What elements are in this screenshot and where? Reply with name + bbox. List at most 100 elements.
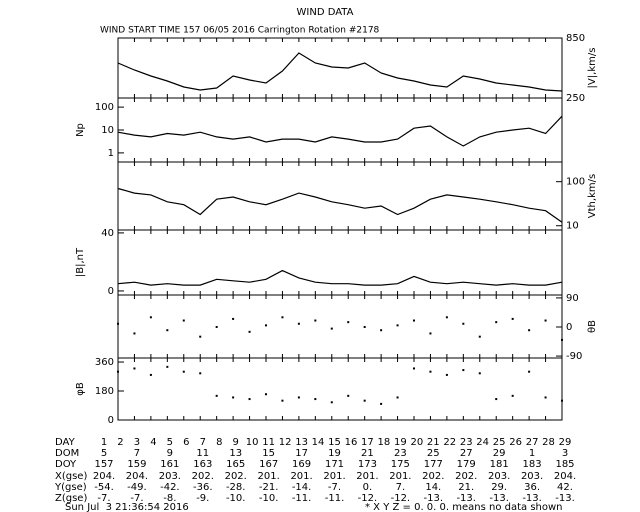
table-row-label: Y(gse) [54,482,87,493]
data-point [149,373,152,376]
table-cell: -10. [226,493,246,504]
table-cell: 24 [476,437,489,448]
table-cell: 14. [425,482,441,493]
table-cell: -12. [358,493,378,504]
table-cell: -8. [163,493,176,504]
y-tick-label: 850 [566,33,585,44]
table-cell: 17 [361,437,374,448]
table-cell: 8 [216,437,222,448]
data-point [314,398,317,401]
table-cell: 21 [361,448,374,459]
y-tick-label: 360 [95,357,114,368]
table-cell: 9 [167,448,173,459]
data-point [413,319,415,322]
data-point [544,396,547,399]
data-point [380,329,383,332]
table-cell: 9 [233,437,239,448]
data-point [478,335,481,338]
table-cell: 2 [117,437,123,448]
table-cell: 1 [101,437,107,448]
table-cell: 28 [542,437,555,448]
y-axis-label: Np [75,123,86,137]
table-cell: 201. [323,471,345,482]
data-point [265,393,267,396]
table-cell: -7. [328,482,341,493]
table-cell: 17 [295,448,308,459]
table-cell: 159 [127,459,146,470]
timestamp: Sun Jul 3 21:36:54 2016 [65,502,189,512]
table-cell: -36. [193,482,213,493]
data-point [396,396,399,399]
table-cell: 165 [226,459,245,470]
chart-subtitle: WIND START TIME 157 06/05 2016 Carringto… [100,26,380,36]
data-point [561,399,563,402]
data-point [133,367,136,370]
panel-frame [117,357,563,421]
table-cell: 202. [192,471,214,482]
table-cell: 16 [345,437,358,448]
note: * X Y Z = 0. 0. 0. means no data shown [365,502,563,512]
table-cell: 201. [356,471,378,482]
y-tick-label: 0 [108,415,114,426]
table-row-label: DOM [55,448,79,459]
data-point [281,316,284,319]
y-tick-label: 100 [95,102,114,113]
data-point [413,367,415,370]
data-point [166,329,169,332]
table-cell: 23 [460,437,473,448]
data-point [232,317,235,320]
y-axis-label: φB [75,382,86,396]
data-point [380,402,383,405]
table-cell: 203. [159,471,181,482]
table-cell: 203. [488,471,510,482]
y-axis-label: |B|,nT [75,247,86,277]
y-tick-label: 10 [566,221,579,232]
data-point [363,325,366,328]
table-cell: 15 [262,448,275,459]
data-point [297,396,300,399]
data-point [544,319,547,322]
table-cell: -13. [424,493,444,504]
table-cell: -11. [292,493,312,504]
data-line [117,187,563,223]
table-cell: 201. [258,471,280,482]
table-cell: 23 [394,448,407,459]
table-cell: 4 [150,437,156,448]
data-point [215,394,218,397]
data-point [511,394,514,397]
data-point [528,370,531,373]
table-cell: -7. [130,493,143,504]
data-point [297,322,300,325]
table-cell: -12. [391,493,411,504]
table-row-label: DAY [55,437,76,448]
table-cell: -13. [522,493,542,504]
y-tick-label: 250 [566,93,585,104]
data-point [462,369,465,372]
table-cell: -9. [196,493,209,504]
data-point [363,399,366,402]
data-point [166,365,169,368]
table-cell: 202. [422,471,444,482]
data-point [248,330,251,333]
table-cell: -13. [456,493,476,504]
data-point [347,394,350,397]
data-point [314,319,317,322]
table-cell: 201. [389,471,411,482]
data-point [215,325,218,328]
data-point [330,401,333,404]
table-cell: 0. [363,482,373,493]
table-cell: 204. [126,471,148,482]
table-cell: 11 [196,448,209,459]
table-cell: 18 [378,437,391,448]
table-cell: -42. [160,482,180,493]
table-cell: 203. [521,471,543,482]
table-cell: -13. [489,493,509,504]
data-point [232,396,235,399]
data-point [248,398,251,401]
data-point [265,324,267,327]
y-tick-label: 1 [108,148,114,159]
table-cell: 177 [424,459,443,470]
y-tick-label: 0 [108,286,114,297]
table-cell: 1 [529,448,535,459]
y-axis-label: θB [587,320,598,333]
